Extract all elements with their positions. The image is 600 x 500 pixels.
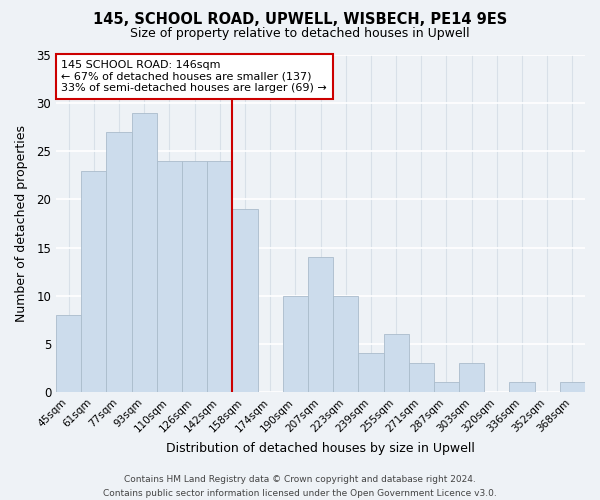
Bar xyxy=(207,161,232,392)
Bar xyxy=(383,334,409,392)
Bar xyxy=(106,132,131,392)
Bar xyxy=(409,363,434,392)
Bar xyxy=(509,382,535,392)
Bar xyxy=(560,382,585,392)
Bar xyxy=(232,209,257,392)
Bar xyxy=(131,113,157,392)
Bar xyxy=(459,363,484,392)
Bar xyxy=(283,296,308,392)
Bar xyxy=(182,161,207,392)
Bar xyxy=(333,296,358,392)
X-axis label: Distribution of detached houses by size in Upwell: Distribution of detached houses by size … xyxy=(166,442,475,455)
Text: 145, SCHOOL ROAD, UPWELL, WISBECH, PE14 9ES: 145, SCHOOL ROAD, UPWELL, WISBECH, PE14 … xyxy=(93,12,507,28)
Text: Contains HM Land Registry data © Crown copyright and database right 2024.
Contai: Contains HM Land Registry data © Crown c… xyxy=(103,476,497,498)
Bar xyxy=(308,257,333,392)
Bar xyxy=(157,161,182,392)
Bar xyxy=(358,354,383,392)
Text: 145 SCHOOL ROAD: 146sqm
← 67% of detached houses are smaller (137)
33% of semi-d: 145 SCHOOL ROAD: 146sqm ← 67% of detache… xyxy=(61,60,327,94)
Bar xyxy=(434,382,459,392)
Bar xyxy=(56,315,81,392)
Bar xyxy=(81,170,106,392)
Y-axis label: Number of detached properties: Number of detached properties xyxy=(15,125,28,322)
Text: Size of property relative to detached houses in Upwell: Size of property relative to detached ho… xyxy=(130,28,470,40)
